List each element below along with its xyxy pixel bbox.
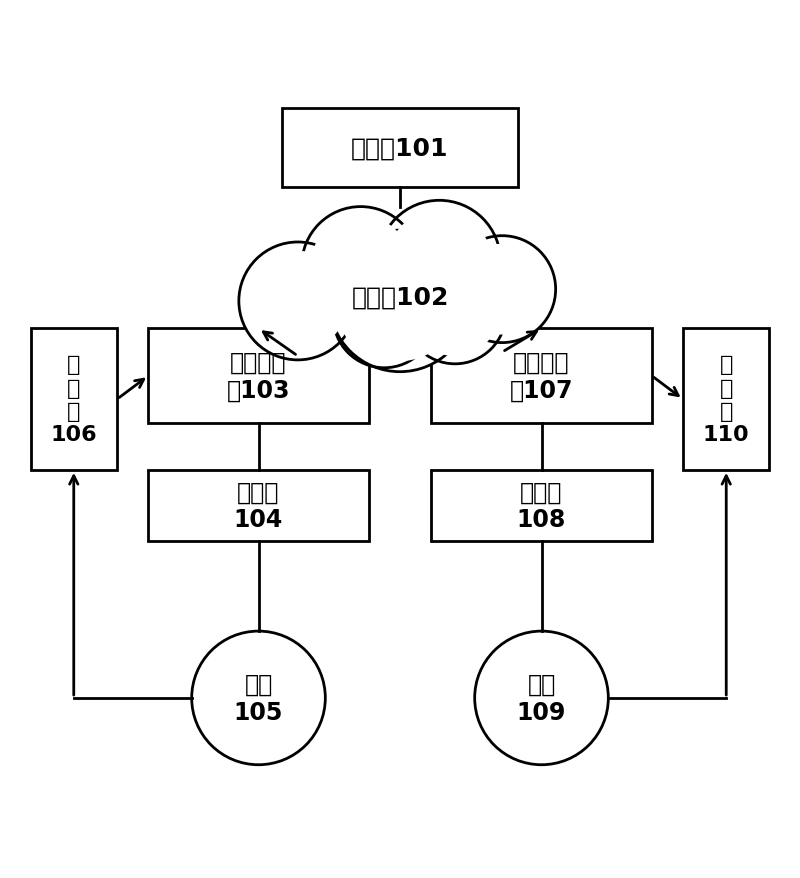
FancyBboxPatch shape [431, 471, 651, 541]
FancyBboxPatch shape [431, 329, 651, 423]
Text: 前端控制
器103: 前端控制 器103 [226, 350, 290, 402]
Text: 传
感
器
110: 传 感 器 110 [703, 355, 750, 444]
Circle shape [474, 631, 608, 765]
Circle shape [457, 244, 548, 335]
Text: 以太网102: 以太网102 [351, 285, 449, 310]
FancyBboxPatch shape [149, 329, 369, 423]
Text: 前端控制
器107: 前端控制 器107 [510, 350, 574, 402]
Text: 上位机101: 上位机101 [351, 136, 449, 161]
Text: 逆变器
108: 逆变器 108 [517, 480, 566, 531]
Circle shape [340, 241, 460, 362]
FancyBboxPatch shape [282, 109, 518, 188]
Circle shape [192, 631, 326, 765]
Circle shape [310, 216, 411, 316]
FancyBboxPatch shape [683, 329, 770, 471]
Circle shape [387, 210, 491, 314]
Text: 电机
105: 电机 105 [234, 673, 283, 724]
Text: 传
感
器
106: 传 感 器 106 [50, 355, 97, 444]
FancyBboxPatch shape [149, 471, 369, 541]
Circle shape [302, 207, 420, 325]
Text: 电机
109: 电机 109 [517, 673, 566, 724]
FancyBboxPatch shape [30, 329, 117, 471]
Circle shape [404, 263, 506, 364]
Circle shape [248, 251, 348, 352]
Circle shape [333, 266, 435, 369]
Circle shape [411, 270, 498, 356]
Circle shape [341, 274, 428, 361]
Circle shape [378, 201, 501, 324]
Circle shape [239, 242, 357, 361]
Text: 逆变器
104: 逆变器 104 [234, 480, 283, 531]
Circle shape [449, 236, 556, 343]
Circle shape [330, 231, 470, 372]
